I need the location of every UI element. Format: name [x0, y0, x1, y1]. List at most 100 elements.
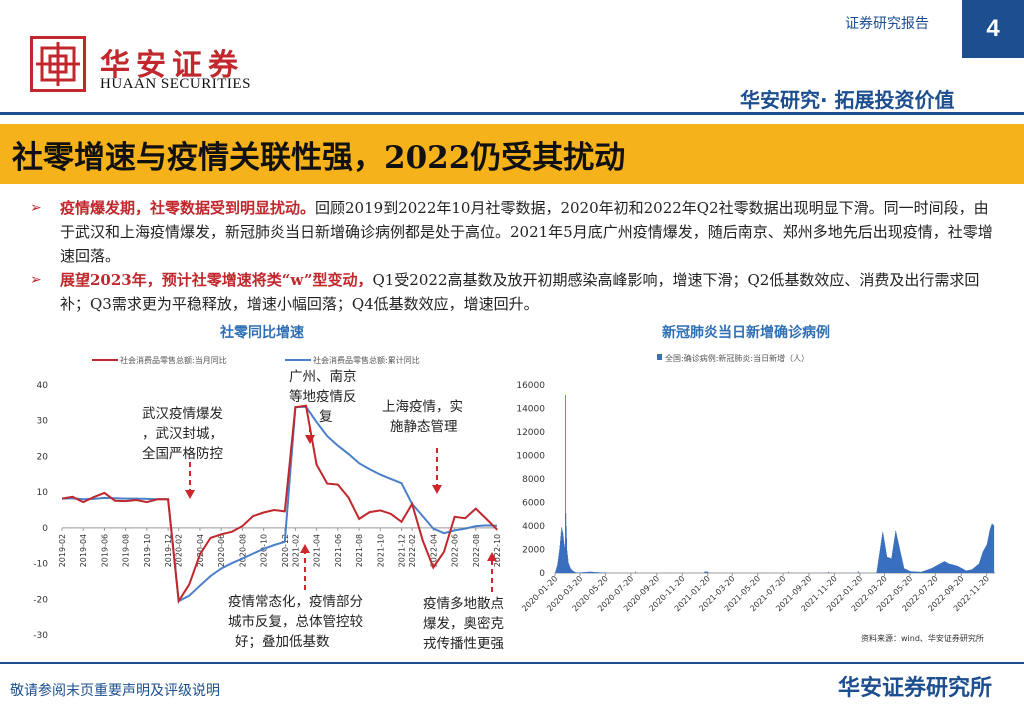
daily-cases-bar	[972, 569, 973, 573]
x-tick-label: 2022-10	[493, 534, 502, 567]
daily-cases-bar	[935, 566, 937, 573]
daily-cases-bar	[967, 570, 969, 573]
daily-cases-bar	[939, 563, 941, 573]
y-tick-label: 8000	[522, 475, 545, 485]
daily-cases-bar	[878, 559, 880, 573]
daily-cases-bar	[556, 567, 558, 573]
daily-cases-bar	[569, 567, 571, 573]
daily-cases-bar	[941, 562, 943, 573]
daily-cases-bar	[879, 551, 881, 573]
daily-cases-bar	[913, 571, 915, 573]
daily-cases-bar	[878, 556, 880, 573]
daily-cases-bar	[917, 571, 919, 573]
legend-swatch-cases	[657, 354, 662, 360]
daily-cases-bar	[939, 563, 940, 573]
daily-cases-bar	[589, 571, 591, 573]
daily-cases-bar	[988, 535, 990, 573]
daily-cases-bar	[967, 570, 969, 573]
daily-cases-bar	[555, 569, 557, 573]
daily-cases-bar	[962, 568, 964, 573]
daily-cases-bar	[936, 565, 938, 573]
daily-cases-bar	[910, 571, 912, 573]
daily-cases-bar	[957, 565, 958, 573]
daily-cases-bar	[895, 532, 897, 573]
daily-cases-bar	[885, 551, 887, 573]
daily-cases-bar	[958, 566, 960, 573]
daily-cases-bar	[908, 570, 910, 573]
daily-cases-bar	[570, 568, 572, 573]
daily-cases-bar	[937, 565, 938, 573]
daily-cases-bar	[969, 569, 971, 573]
daily-cases-bar	[590, 571, 592, 573]
daily-cases-bar	[986, 545, 988, 573]
daily-cases-bar	[969, 569, 970, 573]
y-tick-label: -30	[33, 631, 48, 641]
daily-cases-bar	[959, 567, 960, 573]
daily-cases-bar	[876, 567, 878, 573]
y-tick-label: 10000	[516, 452, 545, 462]
daily-cases-bar	[979, 562, 980, 573]
daily-cases-bar	[982, 553, 983, 573]
daily-cases-bar	[937, 564, 939, 573]
daily-cases-bar	[599, 572, 601, 573]
daily-cases-bar	[557, 564, 558, 573]
daily-cases-bar	[857, 571, 859, 573]
daily-cases-bar	[898, 544, 900, 573]
daily-cases-bar	[587, 571, 589, 573]
daily-cases-bar	[983, 549, 985, 573]
x-tick-label: 2022-04	[429, 534, 438, 567]
daily-cases-bar	[978, 563, 980, 573]
daily-cases-bar	[942, 561, 944, 573]
daily-cases-bar	[897, 540, 899, 573]
daily-cases-bar	[990, 527, 992, 573]
daily-cases-bar	[940, 563, 942, 573]
daily-cases-bar	[934, 566, 936, 573]
daily-cases-bar	[945, 561, 947, 573]
daily-cases-bar	[706, 571, 708, 573]
daily-cases-bar	[899, 551, 901, 573]
daily-cases-bar	[956, 565, 958, 573]
daily-cases-bar	[593, 572, 595, 573]
daily-cases-bar	[596, 572, 598, 573]
bullet-1: 疫情爆发期，社零数据受到明显扰动。回顾2019到2022年10月社零数据，202…	[60, 196, 995, 268]
daily-cases-bar	[947, 563, 949, 573]
daily-cases-bar	[976, 565, 978, 573]
daily-cases-bar	[788, 571, 789, 573]
daily-cases-bar	[953, 565, 955, 573]
daily-cases-bar	[876, 570, 878, 573]
daily-cases-bar	[918, 571, 920, 573]
daily-cases-bar	[909, 571, 911, 573]
daily-cases-bar	[963, 569, 965, 573]
annotation-shanghai-1: 上海疫情，实	[382, 399, 463, 415]
daily-cases-bar	[946, 562, 947, 573]
daily-cases-bar	[574, 571, 575, 573]
daily-cases-bar	[889, 557, 891, 573]
daily-cases-bar	[597, 572, 598, 573]
daily-cases-bar	[991, 524, 993, 573]
x-tick-label: 2019-02	[58, 534, 67, 567]
daily-cases-bar	[964, 569, 966, 573]
daily-cases-bar	[588, 571, 590, 573]
daily-cases-bar	[981, 555, 983, 573]
daily-cases-bar	[594, 572, 595, 573]
daily-cases-bar	[896, 536, 898, 573]
x-tick-label: 2022-08	[472, 534, 481, 567]
daily-cases-bar	[897, 542, 899, 573]
daily-cases-bar	[979, 559, 981, 573]
daily-cases-bar	[922, 571, 924, 573]
daily-cases-bar	[992, 524, 994, 573]
daily-cases-bar	[914, 571, 915, 573]
daily-cases-bar	[905, 569, 907, 573]
daily-cases-bar	[949, 563, 950, 573]
daily-cases-bar	[901, 557, 902, 573]
daily-cases-bar	[903, 568, 905, 573]
daily-cases-bar	[972, 568, 974, 573]
right-chart-title: 新冠肺炎当日新增确诊病例	[662, 325, 830, 341]
daily-cases-bar	[944, 561, 945, 573]
daily-cases-bar	[982, 551, 984, 573]
daily-cases-bar	[596, 572, 598, 573]
daily-cases-bar	[938, 564, 940, 573]
daily-cases-bar	[931, 568, 933, 573]
daily-cases-bar	[585, 572, 587, 573]
daily-cases-bar	[920, 571, 922, 573]
